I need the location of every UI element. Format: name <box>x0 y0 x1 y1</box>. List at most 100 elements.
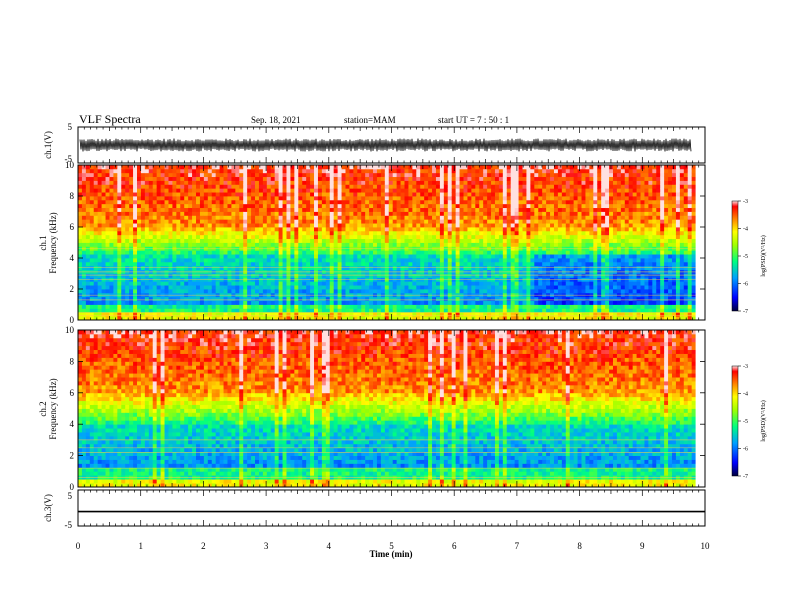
spectrogram-cell <box>550 168 555 174</box>
spectrogram-cell <box>117 207 122 212</box>
spectrogram-cell <box>235 203 240 209</box>
spectrogram-cell <box>235 281 240 286</box>
spectrogram-cell <box>400 300 405 305</box>
spectrogram-cell <box>361 254 366 259</box>
spectrogram-cell <box>219 281 224 286</box>
spectrogram-cell <box>530 304 535 309</box>
spectrogram-cell <box>392 285 398 290</box>
spectrogram-cell <box>160 234 165 240</box>
spectrogram-cell <box>325 316 331 321</box>
spectrogram-cell <box>325 230 331 236</box>
spectrogram-cell <box>357 238 362 243</box>
spectrogram-cell <box>432 296 437 302</box>
spectrogram-cell <box>361 165 366 170</box>
spectrogram-cell <box>494 250 500 255</box>
spectrogram-cell <box>333 273 339 278</box>
spectrogram-cell <box>542 285 547 290</box>
spectrogram-cell <box>314 180 319 185</box>
spectrogram-cell <box>557 188 563 193</box>
spectrogram-cell <box>227 207 232 212</box>
spectrogram-cell <box>255 227 260 232</box>
spectrogram-cell <box>144 192 150 197</box>
spectrogram-cell <box>227 285 232 290</box>
spectrogram-cell <box>164 312 169 317</box>
spectrogram-cell <box>199 308 205 313</box>
spectrogram-cell <box>388 300 394 305</box>
spectrogram-cell <box>400 184 405 189</box>
spectrogram-cell <box>199 273 205 278</box>
spectrogram-cell <box>345 308 350 313</box>
spectrogram-cell <box>93 312 99 317</box>
spectrogram-cell <box>223 230 228 236</box>
spectrogram-cell <box>160 203 165 209</box>
spectrogram-cell <box>463 165 468 170</box>
spectrogram-cell <box>317 289 323 294</box>
spectrogram-cell <box>412 296 417 302</box>
spectrogram-cell <box>274 285 280 290</box>
spectrogram-cell <box>164 254 169 259</box>
spectrogram-cell <box>317 258 323 263</box>
spectrogram-cell <box>239 165 244 170</box>
spectrogram-cell <box>133 250 138 255</box>
spectrogram-cell <box>384 196 390 201</box>
spectrogram-cell <box>78 300 83 305</box>
spectrogram-cell <box>463 242 468 247</box>
spectrogram-cell <box>353 300 358 305</box>
spectrogram-cell <box>278 199 283 205</box>
spectrogram-cell <box>510 211 516 216</box>
spectrogram-cell <box>113 184 118 189</box>
spectrogram-cell <box>553 281 559 286</box>
spectrogram-cell <box>196 172 201 178</box>
spectrogram-cell <box>467 192 472 197</box>
spectrogram-cell <box>467 289 472 294</box>
spectrogram-cell <box>148 265 154 271</box>
spectrogram-cell <box>494 215 500 220</box>
spectrogram-cell <box>498 296 504 302</box>
spectrogram-cell <box>550 192 555 197</box>
spectrogram-cell <box>538 176 543 181</box>
spectrogram-cell <box>113 227 118 232</box>
spectrogram-cell <box>196 211 201 216</box>
spectrogram-cell <box>152 215 158 220</box>
spectrogram-cell <box>404 199 409 205</box>
spectrogram-cell <box>447 180 453 185</box>
spectrogram-cell <box>302 242 307 247</box>
spectrogram-cell <box>325 215 331 220</box>
spectrogram-cell <box>565 308 571 313</box>
spectrogram-cell <box>81 281 87 286</box>
spectrogram-cell <box>534 215 539 220</box>
spectrogram-cell <box>392 265 398 271</box>
spectrogram-cell <box>491 165 496 170</box>
spectrogram-cell <box>247 316 252 321</box>
spectrogram-cell <box>435 203 441 209</box>
spectrogram-cell <box>353 211 358 216</box>
spectrogram-cell <box>274 230 280 236</box>
spectrogram-cell <box>373 289 378 294</box>
spectrogram-cell <box>310 223 315 228</box>
spectrogram-cell <box>306 265 311 271</box>
spectrogram-cell <box>451 223 457 228</box>
spectrogram-cell <box>129 227 134 232</box>
spectrogram-cell <box>514 203 519 209</box>
spectrogram-cell <box>148 180 154 185</box>
spectrogram-cell <box>487 258 492 263</box>
spectrogram-cell <box>219 168 224 174</box>
spectrogram-cell <box>526 250 531 255</box>
spectrogram-cell <box>538 184 543 189</box>
spectrogram-cell <box>487 254 492 259</box>
spectrogram-cell <box>125 261 130 267</box>
spectrogram-cell <box>137 184 142 189</box>
spectrogram-cell <box>302 223 307 228</box>
spectrogram-cell <box>101 223 106 228</box>
spectrogram-cell <box>530 196 535 201</box>
spectrogram-cell <box>534 219 539 224</box>
spectrogram-cell <box>479 196 484 201</box>
spectrogram-cell <box>215 265 221 271</box>
spectrogram-cell <box>306 172 311 178</box>
spectrogram-cell <box>491 215 496 220</box>
spectrogram-cell <box>184 196 189 201</box>
spectrogram-cell <box>196 199 201 205</box>
spectrogram-cell <box>357 165 362 170</box>
spectrogram-cell <box>451 273 457 278</box>
spectrogram-cell <box>113 211 118 216</box>
